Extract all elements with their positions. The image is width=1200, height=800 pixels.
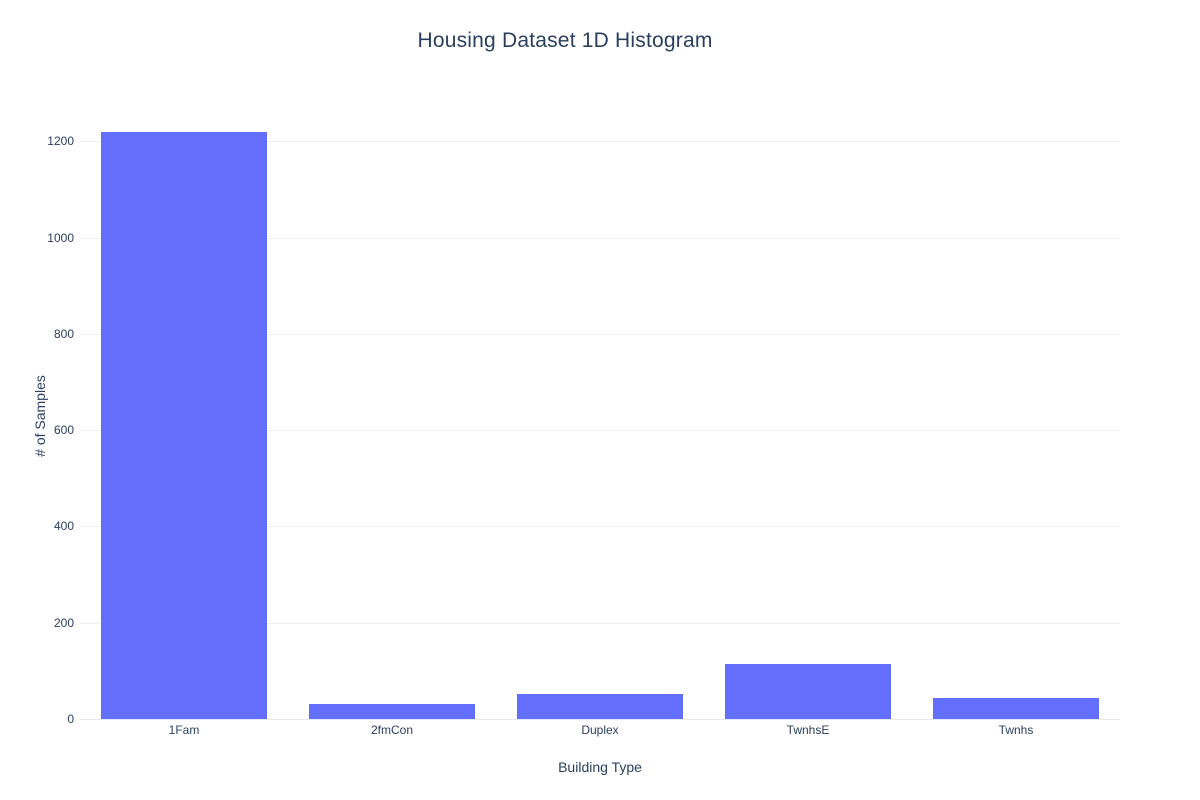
y-tick-label: 1200 <box>47 134 74 149</box>
y-tick-label: 800 <box>53 326 74 341</box>
y-axis-title: # of Samples <box>32 375 48 457</box>
gridline <box>80 430 1120 432</box>
bar-TwnhsE[interactable] <box>725 664 891 719</box>
y-tick-label: 200 <box>53 615 74 630</box>
gridline <box>80 526 1120 528</box>
x-tick-label-TwnhsE: TwnhsE <box>786 723 830 737</box>
bar-Duplex[interactable] <box>517 693 683 719</box>
gridline <box>80 141 1120 143</box>
x-tick-label-Twnhs: Twnhs <box>998 723 1034 737</box>
y-tick-label: 1000 <box>47 230 74 245</box>
chart-title: Housing Dataset 1D Histogram <box>417 29 713 52</box>
x-tick-label-Duplex: Duplex <box>581 723 619 737</box>
bar-Twnhs[interactable] <box>933 698 1099 719</box>
x-axis-title: Building Type <box>558 759 642 775</box>
gridline <box>80 333 1120 335</box>
x-tick-label-2fmCon: 2fmCon <box>370 723 414 737</box>
y-tick-label: 400 <box>53 519 74 534</box>
y-tick-label: 600 <box>53 423 74 438</box>
bar-1Fam[interactable] <box>101 131 267 719</box>
bar-2fmCon[interactable] <box>309 704 475 719</box>
gridline <box>80 237 1120 239</box>
gridline <box>80 622 1120 624</box>
zero-line <box>80 719 1120 720</box>
x-tick-label-1Fam: 1Fam <box>168 723 200 737</box>
y-tick-label: 0 <box>67 712 74 726</box>
plot-area <box>80 111 1120 720</box>
